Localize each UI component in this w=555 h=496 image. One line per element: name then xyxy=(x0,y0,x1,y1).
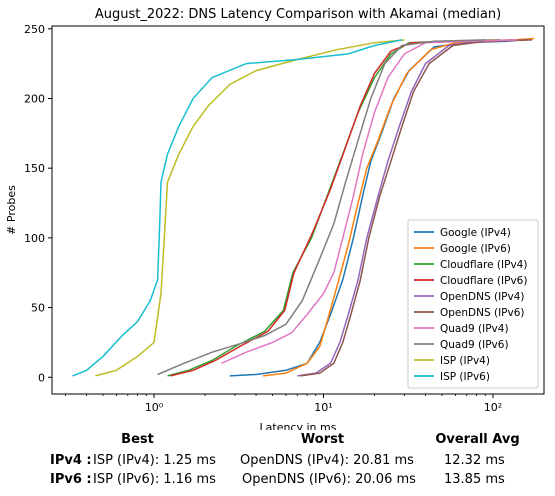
legend: Google (IPv4) Google (IPv6) Cloudflare (IP… xyxy=(407,219,539,389)
legend-label: Cloudflare (IPv4) xyxy=(440,259,527,271)
y-tick-label: 0 xyxy=(38,371,45,384)
legend-label: OpenDNS (IPv4) xyxy=(440,291,525,303)
ipv6-best: ISP (IPv6): 1.16 ms xyxy=(93,472,216,487)
series-line-isp-ipv6 xyxy=(72,39,403,377)
avg-header: Overall Avg xyxy=(435,432,520,447)
x-axis-label: Latency in ms xyxy=(260,421,337,430)
series-line-opendns-ipv4 xyxy=(297,39,528,377)
series-line-google-ipv6 xyxy=(263,37,535,377)
series-layer xyxy=(72,37,535,377)
ipv4-best: ISP (IPv4): 1.25 ms xyxy=(93,453,216,468)
legend-label: Google (IPv4) xyxy=(440,227,511,239)
legend-box xyxy=(407,219,539,389)
chart-title: August_2022: DNS Latency Comparison with… xyxy=(95,7,501,22)
legend-label: Quad9 (IPv4) xyxy=(440,323,509,335)
y-tick-label: 250 xyxy=(24,23,45,36)
series-line-opendns-ipv6 xyxy=(300,39,533,377)
x-tick-label: 10² xyxy=(484,401,502,414)
ipv6-row-label: IPv6 : xyxy=(50,472,92,487)
y-tick-label: 100 xyxy=(24,232,45,245)
ipv6-worst: OpenDNS (IPv6): 20.06 ms xyxy=(242,472,416,487)
legend-label: Cloudflare (IPv6) xyxy=(440,275,527,287)
ipv4-avg: 12.32 ms xyxy=(444,453,505,468)
y-tick-label: 200 xyxy=(24,92,45,105)
legend-label: OpenDNS (IPv6) xyxy=(440,307,525,319)
x-tick-label: 10⁰ xyxy=(145,401,164,414)
summary-table: Best Worst Overall Avg IPv4 : ISP (IPv4)… xyxy=(0,426,555,496)
ipv6-avg: 13.85 ms xyxy=(444,472,505,487)
ipv4-row-label: IPv4 : xyxy=(50,453,92,468)
legend-label: Google (IPv6) xyxy=(440,243,511,255)
series-line-isp-ipv4 xyxy=(95,39,405,377)
y-tick-label: 50 xyxy=(31,302,45,315)
plot-frame xyxy=(51,25,545,395)
latency-chart: August_2022: DNS Latency Comparison with… xyxy=(5,7,545,430)
axes-layer: 0 50 100 150 200 250 10⁰ 10¹ 10² xyxy=(24,23,502,414)
ipv4-worst: OpenDNS (IPv4): 20.81 ms xyxy=(240,453,414,468)
y-tick-label: 150 xyxy=(24,162,45,175)
best-header: Best xyxy=(121,432,154,447)
worst-header: Worst xyxy=(300,432,345,447)
legend-label: Quad9 (IPv6) xyxy=(440,339,509,351)
legend-label: ISP (IPv4) xyxy=(440,355,490,367)
series-line-quad9-ipv4 xyxy=(221,39,518,364)
series-line-quad9-ipv6 xyxy=(157,39,486,376)
legend-label: ISP (IPv6) xyxy=(440,371,490,383)
y-axis-label: # Probes xyxy=(5,185,18,235)
x-tick-label: 10¹ xyxy=(314,401,332,414)
